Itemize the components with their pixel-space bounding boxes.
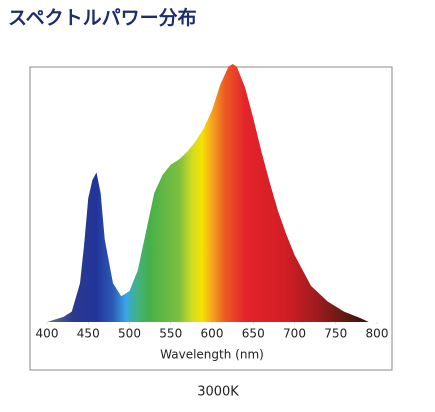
- x-tick-label: 700: [283, 327, 306, 341]
- x-axis-label: Wavelength (nm): [160, 348, 264, 362]
- caption: 3000K: [197, 385, 239, 400]
- x-tick-label: 650: [242, 327, 265, 341]
- x-tick-label: 600: [201, 327, 224, 341]
- x-tick-label: 500: [118, 327, 141, 341]
- chart-frame: [29, 66, 393, 371]
- chart-title: スペクトルパワー分布: [8, 6, 197, 29]
- spectrum-area: [47, 64, 369, 322]
- x-tick-label: 750: [324, 327, 347, 341]
- x-tick-label: 450: [77, 327, 100, 341]
- x-tick-label: 800: [366, 327, 389, 341]
- x-tick-label: 400: [36, 327, 59, 341]
- x-tick-label: 550: [159, 327, 182, 341]
